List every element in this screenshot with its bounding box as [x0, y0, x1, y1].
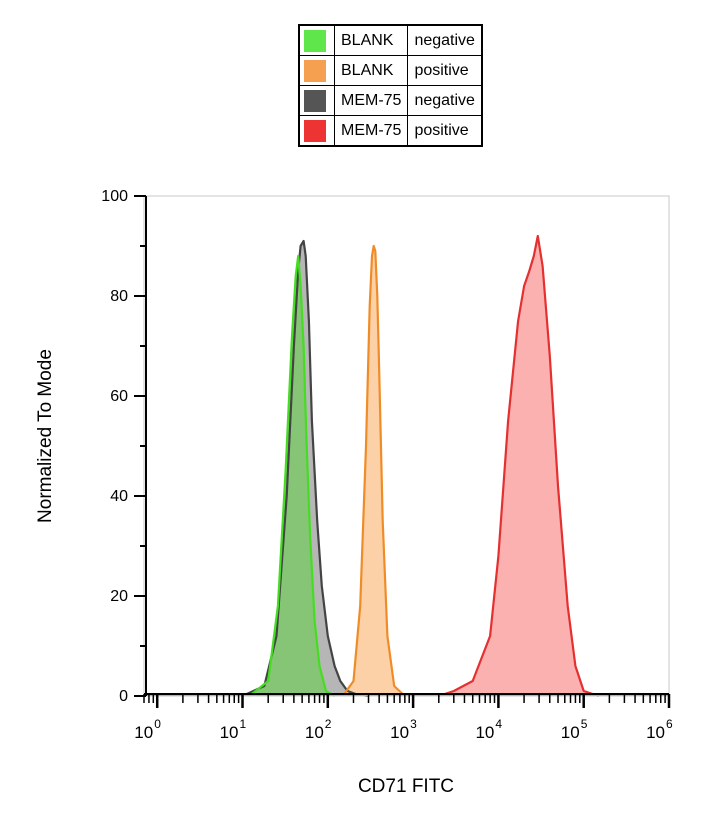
legend-swatch: [304, 89, 326, 112]
x-tick-exponent: 3: [410, 717, 417, 731]
y-tick-label: 0: [119, 688, 128, 705]
legend-status: positive: [407, 115, 483, 147]
x-tick-label: 10: [646, 723, 665, 742]
x-tick-exponent: 6: [666, 717, 673, 731]
x-tick-exponent: 5: [581, 717, 588, 731]
x-tick-label: 10: [220, 723, 239, 742]
y-axis: 0 20 40 60 80 100: [101, 188, 147, 705]
x-tick-label: 10: [561, 723, 580, 742]
y-tick-label: 40: [110, 488, 128, 505]
legend-row-mem75-negative: MEM-75 negative: [298, 85, 483, 116]
x-tick-label: 10: [475, 723, 494, 742]
series-line-mem-75-positive: [438, 234, 600, 698]
x-tick-label: 10: [390, 723, 409, 742]
plot-frame: [143, 195, 670, 697]
x-tick-label: 10: [134, 723, 153, 742]
series-line-blank-negative: [248, 254, 336, 697]
x-tick-exponent: 1: [240, 717, 247, 731]
series-line-mem-75-negative: [242, 239, 369, 698]
x-axis: 10 0 10 1 10 2 10 3 10 4 10 5 10 6: [134, 693, 673, 742]
legend-swatch: [304, 59, 326, 82]
legend-row-blank-negative: BLANK negative: [298, 24, 483, 56]
y-tick-label: 20: [110, 588, 128, 605]
y-tick-label: 100: [101, 188, 128, 205]
series-fills: [242, 236, 599, 696]
y-tick-label: 60: [110, 388, 128, 405]
x-axis-label: CD71 FITC: [357, 776, 455, 797]
legend-sample: MEM-75: [333, 115, 409, 147]
y-tick-label: 80: [110, 288, 128, 305]
legend-status: negative: [407, 24, 483, 56]
legend-sample: MEM-75: [333, 85, 409, 116]
y-axis-label: Normalized To Mode: [35, 349, 56, 523]
legend-status: negative: [407, 85, 483, 116]
series-area-mem-75-positive: [438, 236, 599, 696]
legend-swatch: [304, 119, 326, 142]
legend-row-blank-positive: BLANK positive: [298, 55, 483, 86]
legend-status: positive: [407, 55, 483, 86]
legend-sample: BLANK: [333, 55, 409, 86]
series-area-blank-positive: [342, 246, 405, 696]
series-area-blank-negative: [249, 256, 335, 696]
x-tick-label: 10: [305, 723, 324, 742]
x-tick-exponent: 0: [154, 717, 161, 731]
x-tick-exponent: 4: [495, 717, 502, 731]
x-tick-exponent: 2: [325, 717, 332, 731]
series-line-blank-positive: [341, 244, 406, 697]
legend-sample: BLANK: [333, 24, 409, 56]
legend: BLANK negative BLANK positive MEM-75 neg…: [298, 24, 483, 147]
legend-swatch: [304, 29, 326, 52]
legend-row-mem75-positive: MEM-75 positive: [298, 115, 483, 147]
series-strokes: [144, 234, 669, 698]
